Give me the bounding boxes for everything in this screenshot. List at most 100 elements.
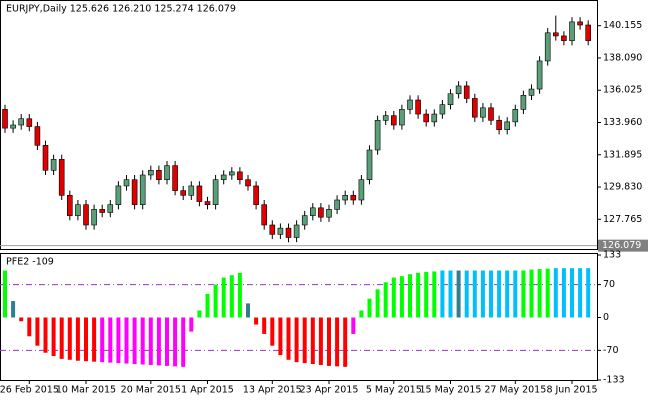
candle-body [229,171,235,176]
candle-body [415,99,421,115]
histogram-bar [391,277,396,318]
histogram-bar [67,317,72,360]
histogram-bar [537,269,542,318]
main-panel [0,0,598,250]
candle-body [220,174,227,180]
histogram-bar [254,317,259,325]
histogram-bar [432,271,437,318]
histogram-bar [359,310,364,318]
candle-body [480,107,486,118]
candle-body [528,88,535,96]
candle-body [496,120,502,130]
histogram-bar [278,317,283,356]
candle-body [50,159,57,171]
histogram-bar [286,317,291,360]
candle-body [180,190,186,196]
candle-body [261,204,268,226]
histogram-bar [472,270,477,318]
candle-body [83,204,89,226]
candle-body [253,185,259,205]
x-tick-label: 23 Apr 2015 [300,385,359,396]
histogram-bar [59,317,64,359]
histogram-bar [318,317,323,365]
x-tick-label: 13 Apr 2015 [243,385,302,396]
x-tick-label: 26 Feb 2015 [0,385,59,396]
histogram-bar [448,270,453,318]
histogram-bar [173,317,178,367]
histogram-bar [221,277,226,318]
x-tick-label: 20 Mar 2015 [121,385,181,396]
candle-body [358,179,365,201]
candle-body [407,99,413,110]
candle-body [164,165,170,180]
histogram-bar [545,268,550,318]
y-tick-label: -70 [603,345,619,356]
candle-body [131,179,138,205]
histogram-bar [124,317,129,364]
histogram-bar [92,317,97,362]
histogram-bar [505,270,510,318]
candle-body [552,32,559,37]
candle-body [139,174,146,205]
candle-body [34,126,41,146]
histogram-bar [521,270,526,318]
histogram-bar [424,271,429,318]
histogram-bar [294,317,299,363]
candle-body [382,115,389,121]
candle-body [374,120,381,151]
y-tick-label: 133 [603,250,621,261]
candle-body [10,124,16,129]
histogram-bar [310,317,315,365]
candle-body [269,224,276,235]
candle-body [293,224,300,238]
histogram-bar [181,317,186,367]
histogram-bar [440,270,445,318]
histogram-bar [270,317,275,346]
histogram-bar [100,317,105,363]
x-tick-label: 1 Apr 2015 [181,385,234,396]
price-label-box [598,239,648,252]
candle-body [447,93,454,105]
histogram-bar [51,317,56,357]
histogram-bar [416,272,421,318]
candle-body [18,118,25,126]
candle-body [471,98,478,118]
histogram-bar [75,317,80,361]
histogram-bar [84,317,88,362]
histogram-bar [456,270,461,318]
candle-body [196,185,203,202]
y-tick-label: 140.155 [603,20,642,31]
candle-body [188,185,195,196]
y-tick-label: 129.830 [603,182,642,193]
histogram-bar [343,317,348,367]
candle-body [569,21,575,41]
candle-body [326,209,332,218]
candle-body [439,104,446,115]
y-tick-label: 136.025 [603,85,642,96]
histogram-bar [375,289,380,318]
histogram-bar [464,270,469,318]
histogram-bar [497,270,502,318]
candle-body [561,35,567,41]
candle-body [172,165,178,191]
chart-title: EURJPY,Daily 125.626 126.210 125.274 126… [6,4,236,15]
histogram-bar [586,268,591,318]
candle-body [544,32,551,62]
candle-body [67,195,73,216]
candle-body [204,201,211,205]
histogram-bar [148,317,153,365]
y-tick-label: 0 [603,312,609,323]
histogram-bar [513,270,518,318]
histogram-bar [529,269,534,318]
histogram-bar [189,317,194,332]
candle-body [334,199,340,210]
candle-body [107,204,114,213]
histogram-bar [480,270,485,318]
x-tick-label: 5 May 2015 [366,385,422,396]
candle-body [277,227,284,235]
histogram-bar [116,317,121,364]
price-label: 126.079 [602,240,641,251]
y-tick-label: 70 [603,279,615,290]
candle-body [99,209,105,213]
